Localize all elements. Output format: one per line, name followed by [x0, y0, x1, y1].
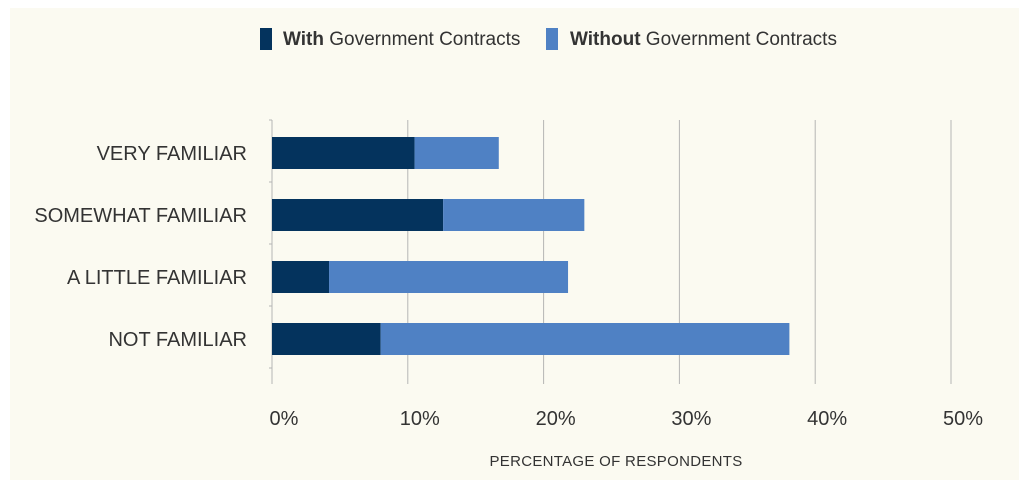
bar-without-3 [380, 323, 790, 355]
bar-with-2 [272, 261, 330, 293]
bar-without-1 [443, 199, 585, 231]
category-label-1: SOMEWHAT FAMILIAR [34, 205, 247, 227]
x-axis-title: PERCENTAGE OF RESPONDENTS [489, 453, 742, 470]
legend-label-without-bold: Without [570, 29, 641, 50]
x-tick-label-4: 40% [807, 408, 847, 430]
x-tick-label-0: 0% [270, 408, 299, 430]
bar-without-0 [414, 137, 499, 169]
bar-without-2 [329, 261, 569, 293]
legend-label-with-bold: With [283, 29, 324, 50]
x-tick-label-2: 20% [536, 408, 576, 430]
bars [272, 137, 790, 355]
category-axis-ticks [269, 119, 272, 369]
x-tick-label-1: 10% [400, 408, 440, 430]
category-label-3: NOT FAMILIAR [108, 329, 247, 351]
legend: With Government Contracts Without Govern… [260, 28, 837, 50]
bar-with-0 [272, 137, 415, 169]
chart-panel: With Government Contracts Without Govern… [10, 8, 1019, 480]
category-label-0: VERY FAMILIAR [97, 143, 247, 165]
legend-label-with-rest: Government Contracts [324, 29, 520, 50]
legend-label-without-rest: Government Contracts [641, 29, 837, 50]
stacked-bar-chart: With Government Contracts Without Govern… [34, 28, 984, 470]
bar-with-1 [272, 199, 444, 231]
category-label-2: A LITTLE FAMILIAR [67, 267, 247, 289]
legend-swatch-without [546, 28, 558, 50]
x-tick-label-3: 30% [671, 408, 711, 430]
legend-label-with: With Government Contracts [283, 29, 520, 50]
x-tick-label-5: 50% [943, 408, 983, 430]
legend-label-without: Without Government Contracts [570, 29, 837, 50]
x-tick-labels: 0% 10% 20% 30% 40% 50% [270, 408, 984, 430]
legend-swatch-with [260, 28, 272, 50]
category-labels: VERY FAMILIAR SOMEWHAT FAMILIAR A LITTLE F… [34, 143, 247, 351]
bar-with-3 [272, 323, 381, 355]
